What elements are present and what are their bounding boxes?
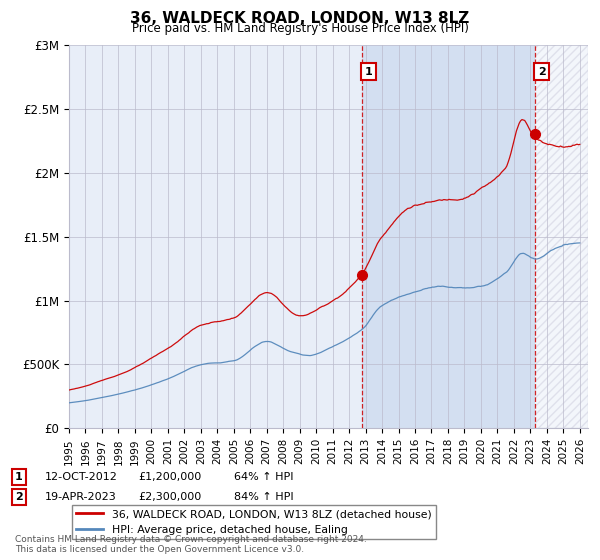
Text: 1: 1 (15, 472, 23, 482)
Text: 12-OCT-2012: 12-OCT-2012 (45, 472, 118, 482)
Bar (535, 45, 588, 428)
Text: 84% ↑ HPI: 84% ↑ HPI (234, 492, 293, 502)
Text: 1: 1 (365, 67, 373, 77)
Text: Price paid vs. HM Land Registry's House Price Index (HPI): Price paid vs. HM Land Registry's House … (131, 22, 469, 35)
Text: 36, WALDECK ROAD, LONDON, W13 8LZ: 36, WALDECK ROAD, LONDON, W13 8LZ (130, 11, 470, 26)
Text: 19-APR-2023: 19-APR-2023 (45, 492, 117, 502)
Text: £1,200,000: £1,200,000 (138, 472, 201, 482)
Text: £2,300,000: £2,300,000 (138, 492, 201, 502)
Text: 2: 2 (15, 492, 23, 502)
Legend: 36, WALDECK ROAD, LONDON, W13 8LZ (detached house), HPI: Average price, detached: 36, WALDECK ROAD, LONDON, W13 8LZ (detac… (72, 505, 436, 539)
Text: Contains HM Land Registry data © Crown copyright and database right 2024.
This d: Contains HM Land Registry data © Crown c… (15, 535, 367, 554)
Text: 64% ↑ HPI: 64% ↑ HPI (234, 472, 293, 482)
Text: 2: 2 (538, 67, 545, 77)
Bar (362, 45, 535, 428)
